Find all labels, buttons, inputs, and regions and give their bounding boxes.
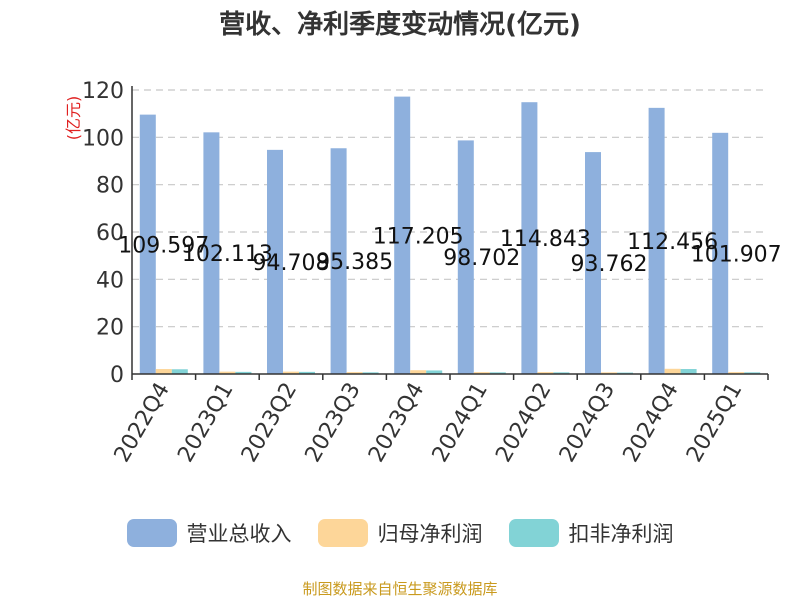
legend-label: 扣非净利润: [568, 522, 674, 546]
bar-2-2024Q3: [601, 372, 617, 374]
bar-3-2022Q4: [171, 369, 188, 374]
data-label: 98.702: [443, 246, 520, 271]
x-tick-label: 2023Q3: [300, 379, 365, 467]
bar-1-2023Q1: [203, 132, 220, 374]
bar-1-2023Q3: [330, 148, 347, 374]
y-axis-title: (亿元): [64, 96, 83, 141]
source-note: 制图数据来自恒生聚源数据库: [302, 580, 498, 598]
data-labels: 109.597102.11394.70895.385117.20598.7021…: [118, 224, 781, 277]
y-tick-label: 40: [96, 268, 124, 293]
grid-lines: [132, 89, 768, 328]
bars: [139, 96, 761, 375]
bar-3-2025Q1: [744, 372, 761, 374]
bar-1-2024Q2: [521, 102, 538, 375]
x-tick-label: 2024Q1: [428, 379, 493, 467]
x-tick-label: 2025Q1: [682, 379, 747, 467]
bar-2-2023Q3: [346, 372, 363, 374]
y-tick-label: 0: [110, 363, 124, 388]
y-tick-label: 20: [96, 316, 124, 341]
data-label: 93.762: [571, 252, 648, 277]
bar-3-2023Q1: [235, 371, 252, 374]
bar-2-2024Q4: [664, 368, 681, 374]
bar-1-2025Q1: [712, 132, 729, 374]
legend-swatch: [508, 519, 559, 547]
bar-2-2024Q2: [537, 372, 554, 374]
y-tick-label: 120: [82, 79, 124, 104]
data-label: 94.708: [253, 251, 330, 276]
y-tick-label: 80: [96, 174, 124, 199]
data-label: 95.385: [316, 250, 393, 275]
bar-3-2023Q4: [426, 370, 443, 374]
x-tick-label: 2024Q4: [618, 379, 683, 467]
legend-item-1[interactable]: 营业总收入: [126, 518, 292, 548]
x-tick-label: 2022Q4: [110, 379, 175, 467]
x-tick-label: 2024Q3: [555, 379, 620, 467]
legend-label: 营业总收入: [186, 522, 292, 546]
x-tick-label: 2023Q4: [364, 379, 429, 467]
bar-2-2023Q1: [219, 371, 236, 374]
data-label: 114.843: [500, 227, 591, 252]
data-label: 109.597: [118, 233, 209, 258]
data-label: 112.456: [627, 230, 718, 255]
x-tick-label: 2024Q2: [491, 379, 556, 467]
bar-1-2023Q2: [267, 149, 283, 374]
legend: 营业总收入 归母净利润 扣非净利润: [0, 518, 800, 548]
bar-3-2023Q3: [362, 372, 379, 374]
x-tick-label: 2023Q1: [173, 379, 238, 467]
bar-1-2022Q4: [139, 114, 156, 375]
bar-2-2024Q1: [473, 372, 490, 374]
bar-1-2024Q1: [457, 140, 474, 374]
bar-2-2023Q2: [283, 371, 299, 374]
data-label: 117.205: [373, 224, 464, 249]
legend-item-2[interactable]: 归母净利润: [317, 518, 483, 548]
bar-3-2023Q2: [299, 371, 315, 374]
y-tick-label: 100: [82, 126, 124, 151]
bar-3-2024Q1: [489, 372, 506, 374]
data-label: 101.907: [691, 242, 782, 267]
bar-2-2025Q1: [728, 372, 745, 374]
bar-2-2022Q4: [155, 369, 172, 374]
bar-3-2024Q2: [553, 372, 570, 374]
bar-1-2023Q4: [394, 96, 411, 374]
legend-swatch: [317, 519, 368, 547]
bar-2-2023Q4: [410, 370, 427, 374]
x-tick-label: 2023Q2: [237, 379, 302, 467]
legend-item-3[interactable]: 扣非净利润: [508, 518, 674, 548]
bar-1-2024Q4: [648, 107, 665, 375]
chart-title: 营收、净利季度变动情况(亿元): [219, 10, 581, 40]
legend-label: 归母净利润: [377, 522, 483, 546]
bar-3-2024Q4: [680, 369, 697, 374]
bar-1-2024Q3: [585, 152, 601, 374]
legend-swatch: [126, 519, 177, 547]
y-tick-label: 60: [96, 221, 124, 246]
data-label: 102.113: [182, 242, 273, 267]
